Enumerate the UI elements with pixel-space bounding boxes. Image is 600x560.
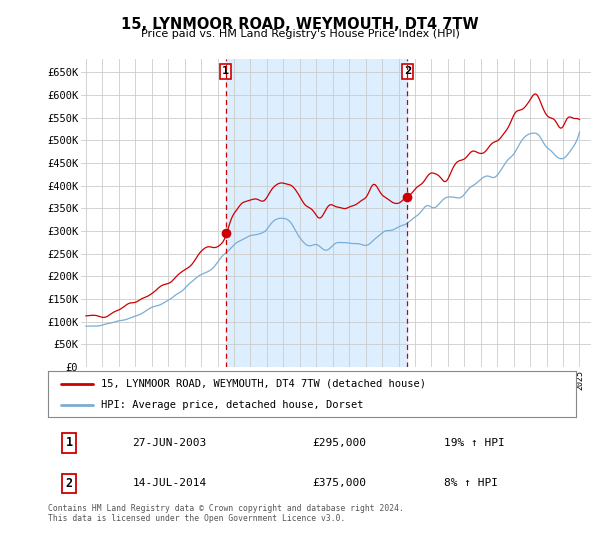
Text: 1: 1	[65, 436, 73, 449]
Text: 8% ↑ HPI: 8% ↑ HPI	[444, 478, 498, 488]
Text: HPI: Average price, detached house, Dorset: HPI: Average price, detached house, Dors…	[101, 400, 364, 410]
Text: 2: 2	[65, 477, 73, 490]
Text: 1: 1	[222, 67, 229, 77]
Text: 14-JUL-2014: 14-JUL-2014	[133, 478, 207, 488]
Text: Price paid vs. HM Land Registry's House Price Index (HPI): Price paid vs. HM Land Registry's House …	[140, 29, 460, 39]
Text: 15, LYNMOOR ROAD, WEYMOUTH, DT4 7TW (detached house): 15, LYNMOOR ROAD, WEYMOUTH, DT4 7TW (det…	[101, 379, 426, 389]
Text: £295,000: £295,000	[312, 438, 366, 448]
Text: 27-JUN-2003: 27-JUN-2003	[133, 438, 207, 448]
Bar	[226, 59, 407, 367]
Text: 19% ↑ HPI: 19% ↑ HPI	[444, 438, 505, 448]
Text: £375,000: £375,000	[312, 478, 366, 488]
Text: Contains HM Land Registry data © Crown copyright and database right 2024.
This d: Contains HM Land Registry data © Crown c…	[48, 504, 404, 524]
Text: 2: 2	[404, 67, 411, 77]
Text: 15, LYNMOOR ROAD, WEYMOUTH, DT4 7TW: 15, LYNMOOR ROAD, WEYMOUTH, DT4 7TW	[121, 17, 479, 32]
